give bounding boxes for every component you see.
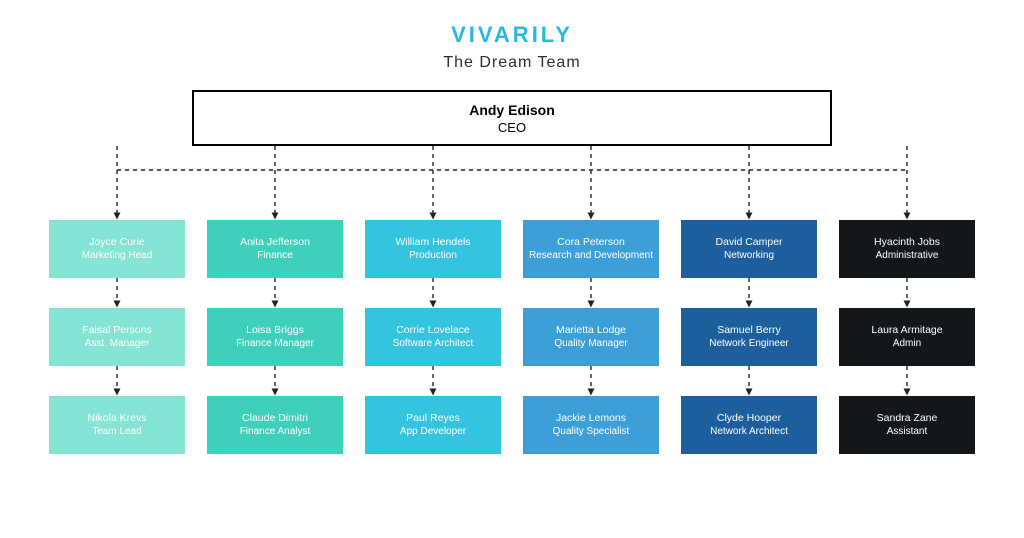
card-name: Loisa Briggs [246, 323, 304, 337]
org-card: Corrie LovelaceSoftware Architect [365, 308, 501, 366]
org-card: William HendelsProduction [365, 220, 501, 278]
card-name: Faisal Persons [82, 323, 151, 337]
card-role: Quality Specialist [553, 425, 630, 439]
card-name: Jackie Lemons [556, 411, 626, 425]
org-card: Loisa BriggsFinance Manager [207, 308, 343, 366]
brand-title: VIVARILY [0, 22, 1024, 48]
org-columns: Joyce CurieMarketing HeadFaisal PersonsA… [0, 220, 1024, 454]
card-name: David Camper [715, 235, 782, 249]
subtitle: The Dream Team [0, 54, 1024, 72]
org-column: Anita JeffersonFinanceLoisa BriggsFinanc… [207, 220, 343, 454]
card-role: Quality Manager [554, 337, 627, 351]
ceo-role: CEO [498, 120, 526, 135]
org-card: Anita JeffersonFinance [207, 220, 343, 278]
ceo-name: Andy Edison [469, 102, 555, 118]
header: VIVARILY The Dream Team [0, 0, 1024, 72]
org-card: Cora PetersonResearch and Development [523, 220, 659, 278]
org-card: Nikola KrevsTeam Lead [49, 396, 185, 454]
card-name: Anita Jefferson [240, 235, 310, 249]
card-name: Sandra Zane [877, 411, 938, 425]
card-role: Marketing Head [82, 249, 153, 263]
card-name: Marietta Lodge [556, 323, 626, 337]
card-name: Claude Dimitri [242, 411, 308, 425]
card-role: Finance Manager [236, 337, 314, 351]
card-role: Admin [893, 337, 921, 351]
card-role: Finance Analyst [240, 425, 311, 439]
org-card: Sandra ZaneAssistant [839, 396, 975, 454]
card-role: Team Lead [92, 425, 141, 439]
org-card: Jackie LemonsQuality Specialist [523, 396, 659, 454]
card-role: Asst. Manager [85, 337, 149, 351]
card-role: Network Architect [710, 425, 788, 439]
card-role: Software Architect [393, 337, 474, 351]
card-name: Hyacinth Jobs [874, 235, 940, 249]
card-name: Corrie Lovelace [396, 323, 470, 337]
card-role: Administrative [876, 249, 939, 263]
card-role: Finance [257, 249, 293, 263]
org-card: Hyacinth JobsAdministrative [839, 220, 975, 278]
org-card: David CamperNetworking [681, 220, 817, 278]
org-column: Hyacinth JobsAdministrative Laura Armitag… [839, 220, 975, 454]
org-card: Faisal PersonsAsst. Manager [49, 308, 185, 366]
ceo-box: Andy Edison CEO [192, 90, 832, 146]
org-card: Laura ArmitageAdmin [839, 308, 975, 366]
card-name: Laura Armitage [871, 323, 942, 337]
org-card: Claude DimitriFinance Analyst [207, 396, 343, 454]
org-column: David CamperNetworkingSamuel BerryNetwor… [681, 220, 817, 454]
card-name: Cora Peterson [557, 235, 625, 249]
card-name: William Hendels [395, 235, 470, 249]
card-role: Research and Development [529, 249, 653, 263]
org-column: William HendelsProduction Corrie Lovelace… [365, 220, 501, 454]
org-card: Joyce CurieMarketing Head [49, 220, 185, 278]
org-column: Cora PetersonResearch and Development Mar… [523, 220, 659, 454]
card-role: Assistant [887, 425, 928, 439]
card-role: Network Engineer [709, 337, 788, 351]
card-role: Networking [724, 249, 774, 263]
card-name: Joyce Curie [89, 235, 144, 249]
org-card: Samuel BerryNetwork Engineer [681, 308, 817, 366]
card-name: Paul Reyes [406, 411, 460, 425]
card-name: Clyde Hooper [717, 411, 781, 425]
org-card: Paul ReyesApp Developer [365, 396, 501, 454]
org-column: Joyce CurieMarketing Head Faisal PersonsA… [49, 220, 185, 454]
card-role: App Developer [400, 425, 466, 439]
card-role: Production [409, 249, 457, 263]
card-name: Samuel Berry [717, 323, 781, 337]
org-card: Marietta LodgeQuality Manager [523, 308, 659, 366]
org-card: Clyde HooperNetwork Architect [681, 396, 817, 454]
card-name: Nikola Krevs [88, 411, 147, 425]
